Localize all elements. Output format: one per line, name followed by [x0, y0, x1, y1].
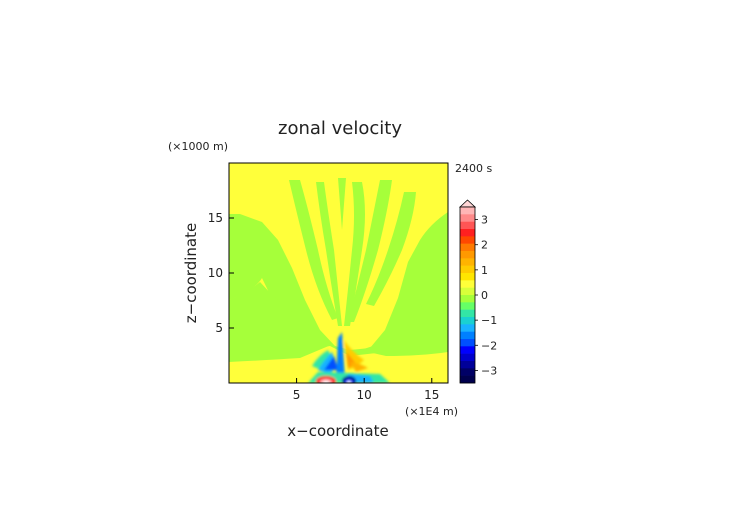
time-label: 2400 s	[455, 162, 492, 175]
contour-field	[229, 163, 448, 383]
colorbar-tick-label: 0	[481, 289, 488, 302]
y-axis: 5 10 15	[208, 211, 234, 335]
green-lower-band	[229, 282, 331, 362]
x-unit-label: (×1E4 m)	[405, 405, 458, 418]
colorbar-tick-label: −3	[481, 364, 497, 377]
yellow-region-right	[229, 212, 448, 383]
colorbar-swatch	[460, 273, 475, 281]
x-tick-label: 10	[357, 388, 372, 402]
colorbar-swatch	[460, 295, 475, 303]
colorbar-swatch	[460, 317, 475, 325]
colorbar-swatch	[460, 375, 475, 384]
surface-jet	[308, 332, 390, 383]
colorbar-swatch	[460, 229, 475, 237]
colorbar-tick-label: 3	[481, 214, 488, 227]
colorbar-swatch	[460, 221, 475, 230]
green-arm-6	[366, 192, 416, 306]
y-tick-label: 10	[208, 266, 223, 280]
green-arm-1	[289, 180, 338, 320]
colorbar-tick-label: −1	[481, 314, 497, 327]
orange-right	[350, 362, 368, 372]
colorbar-swatch	[460, 309, 475, 318]
x-tick-label: 15	[424, 388, 439, 402]
green-arm-2	[316, 182, 342, 326]
colorbar-swatch	[460, 207, 475, 215]
colorbar-tick-label: −2	[481, 339, 497, 352]
colorbar-swatch	[460, 324, 475, 332]
green-arm-3	[338, 178, 346, 230]
x-axis-label: x−coordinate	[287, 422, 388, 440]
colorbar-tick-label: 1	[481, 264, 488, 277]
x-tick-label: 5	[293, 388, 301, 402]
colorbar-swatch	[460, 339, 475, 347]
colorbar-tick-label: 2	[481, 239, 488, 252]
y-unit-label: (×1000 m)	[168, 140, 228, 153]
blue-column	[336, 332, 345, 380]
colorbar-swatch	[460, 236, 475, 244]
colorbar-swatch	[460, 302, 475, 310]
colorbar-swatch	[460, 243, 475, 252]
green-lower-right	[360, 292, 448, 356]
green-arm-4	[344, 182, 365, 326]
x-axis: 5 10 15	[293, 378, 439, 402]
chart-title: zonal velocity	[278, 118, 402, 139]
y-tick-label: 15	[208, 211, 223, 225]
colorbar-extend-arrow	[458, 199, 477, 208]
colorbar: 3 2 1 0 −1 −2 −3	[458, 199, 497, 384]
colorbar-swatch	[460, 265, 475, 274]
y-tick-label: 5	[215, 321, 223, 335]
colorbar-swatch	[460, 287, 475, 296]
colorbar-swatch	[460, 214, 475, 222]
deep-blue-left	[324, 356, 338, 370]
yellow-region-top	[229, 163, 448, 350]
green-arm-5	[348, 180, 392, 322]
colorbar-swatch	[460, 258, 475, 266]
colorbar-swatch	[460, 251, 475, 259]
colorbar-swatch	[460, 280, 475, 288]
colorbar-swatch	[460, 353, 475, 362]
colorbar-swatch	[460, 368, 475, 376]
y-axis-label: z−coordinate	[182, 223, 200, 323]
colorbar-swatch	[460, 361, 475, 369]
colorbar-swatch	[460, 346, 475, 354]
colorbar-swatch	[460, 331, 475, 340]
